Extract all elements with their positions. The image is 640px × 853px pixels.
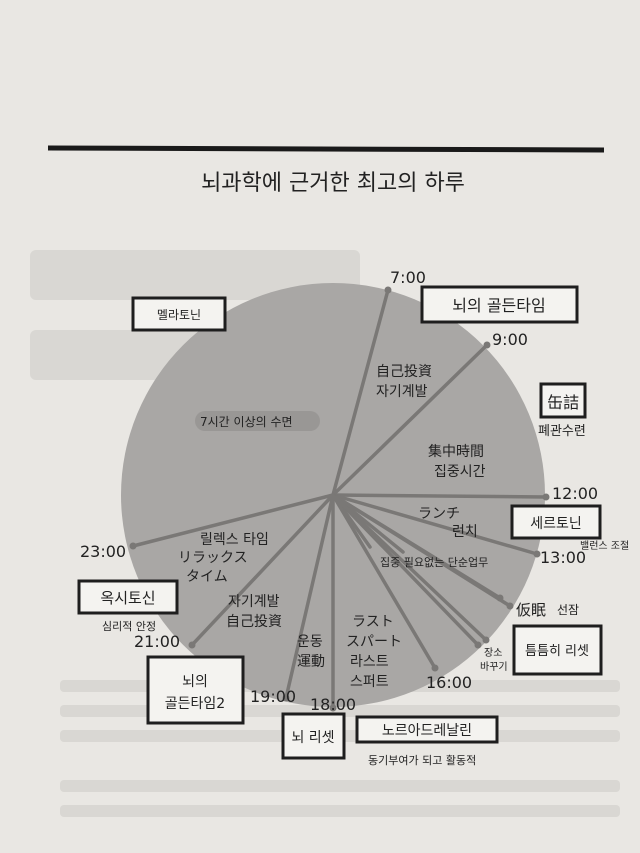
motivation-label: 동기부여가 되고 활동적 — [368, 753, 476, 767]
line-19-dot — [282, 694, 290, 702]
line-9-dot — [483, 341, 491, 349]
time-21: 21:00 — [134, 632, 180, 651]
kanzume-kr: 폐관수련 — [538, 424, 586, 439]
sleep-label: 7시간 이상의 수면 — [200, 415, 293, 429]
serotonin-label: 세르토닌 — [530, 516, 582, 532]
line-7-dot — [384, 286, 392, 294]
quick-reset-box — [512, 624, 603, 676]
line-7 — [331, 288, 390, 497]
simple-work-label: 집중 필요없는 단순업무 — [380, 556, 488, 569]
golden-time2-box — [146, 655, 245, 725]
self-dev-morning-jp: 自己投資 — [376, 364, 432, 380]
time-12: 12:00 — [552, 484, 598, 503]
noradrenaline-box — [355, 715, 499, 744]
nap-jp: 仮眠 — [516, 601, 546, 619]
melatonin-label: 멜라토닌 — [157, 308, 201, 322]
last-spurt-kr2: 스퍼트 — [350, 674, 389, 690]
line-place-b-dot — [482, 636, 490, 644]
lunch-jp: ランチ — [418, 506, 460, 522]
relax-jp2: タイム — [186, 569, 228, 585]
line-nap-b-dot — [506, 602, 514, 610]
golden-time2-line1: 뇌의 — [182, 674, 208, 690]
line-place-b — [331, 493, 488, 642]
focus-kr: 집중시간 — [434, 464, 486, 480]
sleep-highlight — [195, 411, 320, 431]
time-23: 23:00 — [80, 542, 126, 561]
diagram-title: 뇌과학에 근거한 최고의 하루 — [201, 171, 465, 196]
line-12-dot — [542, 493, 550, 501]
balance-label: 밸런스 조절 — [580, 539, 629, 552]
line-23 — [131, 493, 335, 548]
last-spurt-kr1: 라스트 — [350, 654, 389, 670]
line-place-a-dot — [474, 641, 482, 649]
lunch-kr: 런치 — [452, 524, 478, 540]
time-19: 19:00 — [250, 687, 296, 706]
time-dividers — [129, 286, 550, 712]
line-nap-b — [331, 493, 512, 608]
last-spurt-jp2: スパート — [346, 634, 402, 650]
exercise-kr: 운동 — [297, 634, 323, 650]
relax-jp1: リラックス — [178, 550, 248, 566]
line-23-dot — [129, 542, 137, 550]
self-dev-evening-jp: 自己投資 — [226, 614, 282, 630]
exercise-jp: 運動 — [297, 654, 325, 670]
line-12 — [331, 493, 548, 499]
line-13-dot — [533, 550, 541, 558]
brain-reset-box — [281, 712, 346, 760]
line-18-dot — [329, 704, 337, 712]
melatonin-box — [131, 296, 227, 332]
change-place-1: 장소 — [484, 647, 502, 659]
line-21 — [190, 493, 335, 647]
line-16-dot — [431, 664, 439, 672]
nap-kr: 선잠 — [557, 603, 579, 617]
oxytocin-label: 옥시토신 — [100, 589, 155, 607]
time-9: 9:00 — [492, 330, 528, 349]
self-dev-morning-kr: 자기계발 — [376, 384, 428, 400]
serotonin-box — [510, 504, 602, 540]
noradrenaline-label: 노르아드레날린 — [382, 723, 472, 739]
golden-time-box — [420, 285, 579, 324]
last-spurt-jp1: ラスト — [352, 614, 394, 630]
relax-kr: 릴렉스 타임 — [200, 532, 269, 548]
change-place-2: 바꾸기 — [480, 661, 508, 673]
line-9 — [331, 343, 489, 497]
line-21-dot — [188, 641, 196, 649]
golden-time-label: 뇌의 골든타임 — [452, 296, 545, 315]
kanzume-box — [539, 382, 587, 419]
time-13: 13:00 — [540, 548, 586, 567]
time-7: 7:00 — [390, 268, 426, 287]
time-18: 18:00 — [310, 695, 356, 714]
focus-jp: 集中時間 — [428, 443, 484, 460]
quick-reset-label: 틈틈히 리셋 — [525, 644, 589, 659]
time-16: 16:00 — [426, 673, 472, 692]
kanzume-jp: 缶詰 — [547, 393, 579, 412]
golden-time2-line2: 골든타임2 — [165, 696, 225, 712]
line-16 — [331, 493, 437, 670]
top-rule — [47, 145, 605, 153]
stability-label: 심리적 안정 — [102, 620, 156, 633]
line-19 — [284, 493, 335, 700]
self-dev-evening-kr: 자기계발 — [228, 594, 280, 610]
oxytocin-box — [77, 579, 179, 615]
line-13 — [331, 493, 539, 556]
brain-reset-label: 뇌 리셋 — [291, 730, 334, 746]
